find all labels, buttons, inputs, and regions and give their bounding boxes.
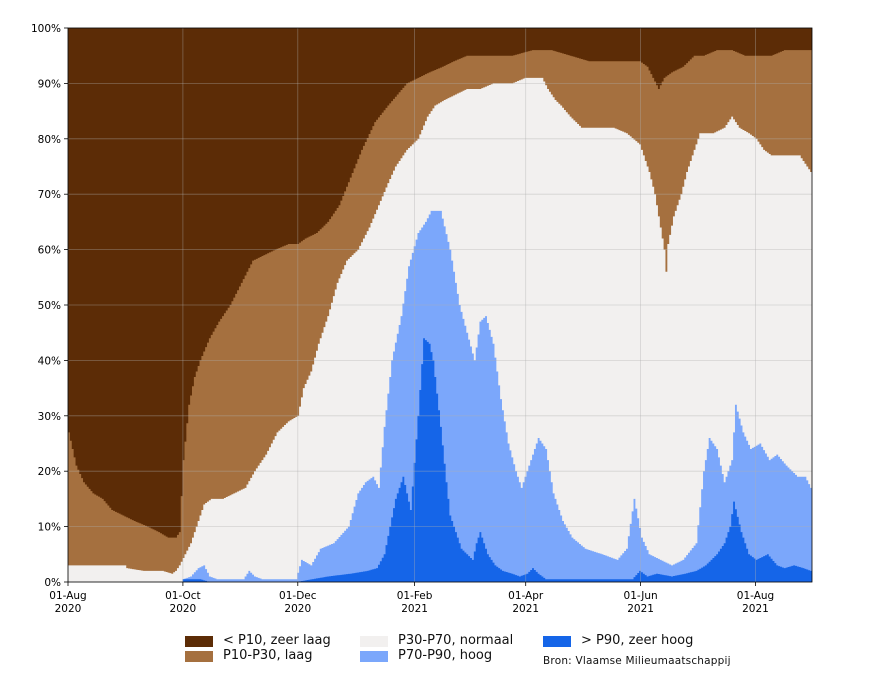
x-tick-label-year: 2021 — [627, 603, 654, 615]
y-tick-label: 90% — [38, 78, 61, 90]
legend-label-zeer-hoog: > P90, zeer hoog — [581, 633, 694, 648]
x-tick-label: 01-Aug — [49, 590, 86, 602]
legend-swatch-laag — [185, 651, 213, 662]
x-tick-label: 01-Feb — [397, 590, 433, 602]
chart-areas — [68, 28, 812, 583]
legend-label-laag: P10-P30, laag — [223, 648, 313, 663]
x-tick-label-year: 2020 — [170, 603, 197, 615]
x-tick-label: 01-Dec — [279, 590, 317, 602]
x-tick-label-year: 2020 — [284, 603, 311, 615]
x-tick-label-year: 2020 — [55, 603, 82, 615]
area-series-p90-zeer-hoog — [68, 338, 812, 582]
legend-swatch-normaal — [360, 636, 388, 647]
y-tick-label: 10% — [38, 522, 61, 534]
source-note: Bron: Vlaamse Milieumaatschappij — [543, 655, 731, 667]
legend-swatch-zeer-laag — [185, 636, 213, 647]
y-tick-label: 40% — [38, 355, 61, 367]
x-tick-label: 01-Oct — [165, 590, 201, 602]
y-tick-label: 0% — [44, 577, 61, 589]
x-tick-label: 01-Aug — [737, 590, 774, 602]
x-tick-label: 01-Apr — [508, 590, 544, 602]
x-tick-label-year: 2021 — [401, 603, 428, 615]
y-tick-label: 60% — [38, 245, 61, 257]
x-tick-label-year: 2021 — [512, 603, 539, 615]
y-tick-label: 20% — [38, 466, 61, 478]
y-tick-label: 100% — [31, 23, 61, 35]
legend-label-normaal: P30-P70, normaal — [398, 633, 514, 648]
y-tick-label: 70% — [38, 189, 61, 201]
legend-swatch-hoog — [360, 651, 388, 662]
chart-axes: 0%10%20%30%40%50%60%70%80%90%100%01-Aug2… — [31, 23, 813, 615]
y-tick-label: 80% — [38, 134, 61, 146]
y-tick-label: 30% — [38, 411, 61, 423]
x-tick-label-year: 2021 — [742, 603, 769, 615]
x-tick-label: 01-Jun — [624, 590, 658, 602]
legend-label-zeer-laag: < P10, zeer laag — [223, 633, 331, 648]
legend-label-hoog: P70-P90, hoog — [398, 648, 493, 663]
y-tick-label: 50% — [38, 300, 61, 312]
legend-swatch-zeer-hoog — [543, 636, 571, 647]
area-series-p70-p90-hoog — [68, 210, 812, 582]
